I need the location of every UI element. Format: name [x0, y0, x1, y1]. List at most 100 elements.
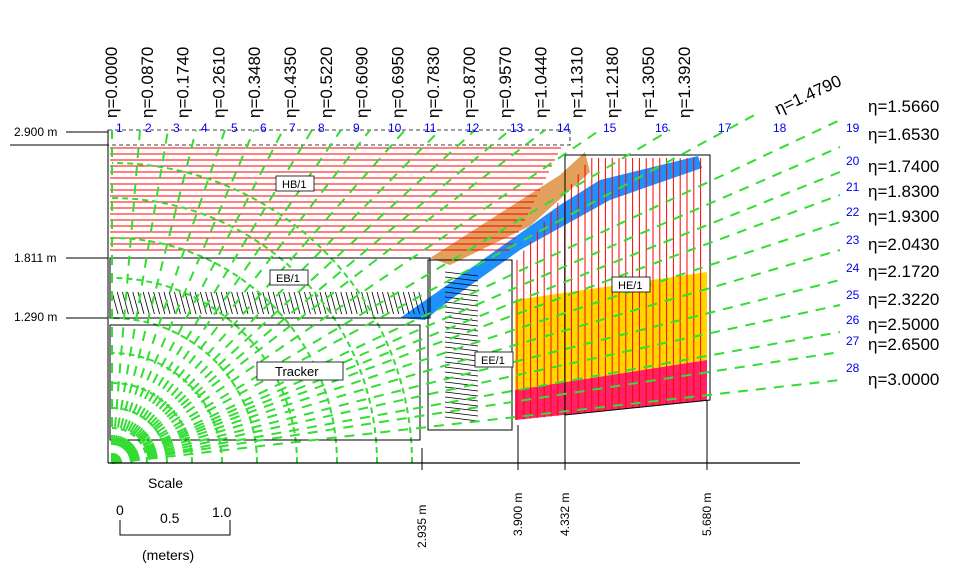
eta-top-label-16: η=1.3920 — [675, 47, 694, 118]
eb-crystal — [350, 291, 358, 315]
radius-label-hcal-outer: 2.900 m — [14, 125, 57, 139]
z-label-3900: 3.900 m — [511, 493, 525, 536]
tower-number-4: 4 — [201, 121, 208, 135]
eb-crystal — [137, 291, 145, 315]
tower-numbers: 1 2 3 4 5 6 7 8 9 10 11 12 13 14 15 16 17 18 1920212223242… — [116, 121, 860, 375]
eb-crystal — [231, 291, 238, 315]
eta-line — [111, 129, 255, 464]
eb-crystal — [168, 291, 176, 315]
eta-right-label-7: η=2.3220 — [868, 290, 939, 309]
eta-top-label-12: η=1.0440 — [532, 47, 551, 118]
ee-crystal — [444, 286, 479, 292]
scale-tick-0: 0 — [116, 502, 124, 518]
tower-number-14: 14 — [557, 121, 571, 135]
he-label: HE/1 — [618, 280, 642, 292]
radius-label-ecal-outer: 1.811 m — [14, 251, 56, 265]
eb-crystal — [179, 291, 186, 315]
tower-number-3: 3 — [173, 121, 180, 135]
eb-crystal — [366, 291, 374, 315]
ee-crystal — [444, 341, 479, 347]
eta-line — [111, 331, 841, 464]
tower-number-18: 18 — [773, 121, 787, 135]
tower-number-11: 11 — [424, 121, 437, 135]
eta-line — [111, 119, 841, 464]
ee-crystal — [444, 281, 479, 287]
tracker-layer — [111, 237, 338, 464]
eta-line — [111, 129, 141, 464]
eta-line — [111, 129, 601, 464]
eta-top-label-0: η=0.0000 — [102, 47, 121, 118]
eb-crystal — [252, 291, 259, 315]
ee-crystal — [444, 306, 479, 312]
tower-number-26: 26 — [846, 313, 860, 327]
ee-crystal — [444, 346, 479, 352]
tower-number-2: 2 — [145, 121, 152, 135]
tracker-layer — [111, 162, 413, 464]
ee-crystal — [444, 366, 479, 372]
tracker-outline — [109, 324, 421, 441]
ee-outline — [427, 259, 513, 431]
eb-label: EB/1 — [276, 273, 300, 285]
eta-right-labels: η=1.5660 η=1.6530 η=1.7400 η=1.8300 η=1.9300… — [868, 97, 939, 389]
eta-line — [111, 129, 371, 464]
eta-right-label-9: η=2.6500 — [868, 335, 939, 354]
he-outline — [564, 154, 711, 416]
eta-right-label-8: η=2.5000 — [868, 315, 939, 334]
eb-crystal — [371, 291, 379, 315]
tracker-layer — [111, 277, 298, 464]
eta-right-label-4: η=1.9300 — [868, 207, 939, 226]
tower-number-13: 13 — [510, 121, 524, 135]
eta-top-label-6: η=0.5220 — [317, 47, 336, 118]
eb-crystal — [335, 291, 342, 315]
eb-crystal — [262, 291, 270, 315]
eta-top-label-2: η=0.1740 — [174, 47, 193, 118]
eta-top-label-5: η=0.4350 — [281, 47, 300, 118]
eb-crystal — [345, 291, 353, 315]
eta-line — [111, 129, 441, 464]
eta-line — [111, 304, 841, 464]
ee-crystal — [444, 396, 479, 402]
eb-crystal — [278, 291, 285, 315]
eb-crystal — [142, 291, 150, 315]
eta-line — [111, 379, 841, 464]
eb-crystal — [189, 291, 197, 315]
eta-line — [111, 129, 284, 464]
ee-crystal — [444, 371, 479, 377]
hb-absorber-lines — [110, 147, 561, 251]
eta-top-label-8: η=0.6950 — [388, 47, 407, 118]
ee-crystal — [444, 321, 479, 327]
eta-line — [111, 146, 841, 464]
eta-top-label-3: η=0.2610 — [209, 47, 228, 118]
eta-line — [111, 129, 406, 464]
eta-line — [111, 129, 511, 464]
scale-tick-05: 0.5 — [160, 510, 180, 526]
tower-number-1: 1 — [116, 121, 123, 135]
z-label-2935: 2.935 m — [415, 505, 429, 548]
ee-crystal — [444, 311, 479, 317]
component-labels: HB/1 EB/1 Tracker EE/1 HE/1 — [256, 175, 651, 381]
detector-outlines — [107, 129, 711, 441]
eta-top-label-15: η=1.3050 — [639, 47, 658, 118]
ee-crystal — [444, 406, 479, 412]
eta-right-label-10: η=3.0000 — [868, 370, 939, 389]
eta-top-label-13: η=1.1310 — [567, 47, 586, 118]
ee-crystal — [444, 301, 479, 307]
tower-number-8: 8 — [318, 121, 325, 135]
eta-line — [111, 129, 671, 464]
eta-line — [111, 129, 342, 464]
eb-crystal — [153, 291, 160, 315]
eta-line — [111, 171, 841, 464]
eb-crystal — [397, 291, 405, 315]
hb-label: HB/1 — [282, 179, 306, 191]
eta-top-label-11: η=0.9570 — [496, 47, 515, 118]
ee-crystal — [444, 391, 479, 397]
eb-crystal — [215, 291, 223, 315]
ee-crystal — [444, 411, 479, 417]
ee-crystal — [444, 291, 479, 297]
tower-number-27: 27 — [846, 334, 860, 348]
eta-line — [111, 194, 841, 464]
ee-crystal — [444, 276, 479, 282]
tower-number-9: 9 — [353, 121, 360, 135]
eb-crystal — [413, 291, 420, 315]
eta-line — [111, 221, 841, 464]
